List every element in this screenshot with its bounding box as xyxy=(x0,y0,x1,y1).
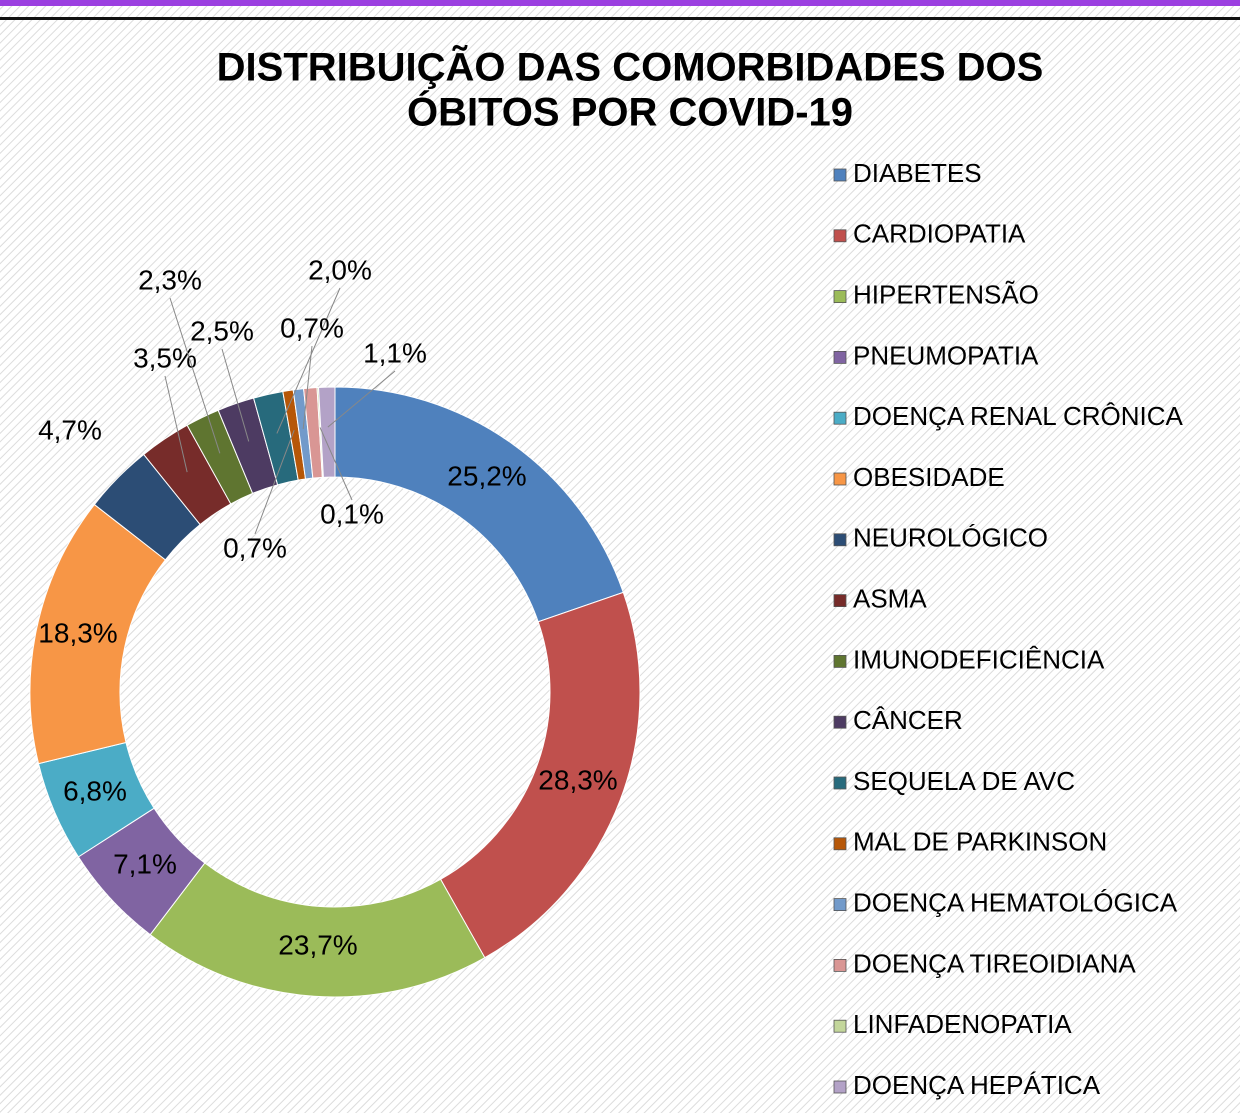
legend-swatch xyxy=(833,411,847,425)
legend-swatch xyxy=(833,715,847,729)
legend-label: IMUNODEFICIÊNCIA xyxy=(853,644,1105,674)
data-label: 28,3% xyxy=(538,764,617,795)
data-label: 25,2% xyxy=(447,460,526,491)
leader-line xyxy=(221,348,250,442)
legend-label: SEQUELA DE AVC xyxy=(853,766,1075,796)
legend-swatch xyxy=(833,594,847,607)
legend-label: DOENÇA HEMATOLÓGICA xyxy=(853,887,1178,917)
leader-line xyxy=(319,427,353,501)
leader-line xyxy=(327,370,396,428)
data-label: 0,1% xyxy=(320,498,384,529)
legend-swatch xyxy=(833,655,847,668)
top-bar xyxy=(0,0,1240,6)
legend-label: DOENÇA HEPÁTICA xyxy=(853,1070,1101,1100)
data-label: 4,7% xyxy=(38,414,102,445)
legend-swatch xyxy=(833,959,847,972)
leader-line xyxy=(302,345,313,429)
leader-line xyxy=(276,287,341,434)
data-label: 2,0% xyxy=(308,254,372,285)
legend-swatch xyxy=(833,837,847,851)
legend-label: OBESIDADE xyxy=(853,462,1005,492)
legend-label: HIPERTENSÃO xyxy=(853,279,1039,309)
legend-swatch xyxy=(833,229,847,243)
legend-label: MAL DE PARKINSON xyxy=(853,827,1107,857)
legend-swatch xyxy=(833,168,847,182)
top-rule xyxy=(0,17,1240,20)
legend-swatch xyxy=(833,350,847,364)
data-label: 3,5% xyxy=(133,342,197,373)
chart-title: ÓBITOS POR COVID-19 xyxy=(407,89,853,135)
data-label: 2,3% xyxy=(138,264,202,295)
leader-line xyxy=(254,429,295,535)
legend-label: CARDIOPATIA xyxy=(853,219,1026,249)
data-label: 1,1% xyxy=(363,337,427,368)
legend-label: DIABETES xyxy=(853,158,982,188)
legend-swatch xyxy=(833,472,847,486)
legend-label: NEUROLÓGICO xyxy=(853,523,1048,553)
legend-swatch xyxy=(833,533,847,547)
legend-label: DOENÇA RENAL CRÔNICA xyxy=(853,401,1184,431)
data-label: 0,7% xyxy=(280,312,344,343)
legend-swatch xyxy=(833,1019,847,1033)
legend-label: PNEUMOPATIA xyxy=(853,340,1039,370)
leader-line xyxy=(164,375,188,473)
donut-slice xyxy=(317,386,336,478)
leader-line xyxy=(169,297,221,454)
data-label: 23,7% xyxy=(278,929,357,960)
data-label: 0,7% xyxy=(223,532,287,563)
donut-slice xyxy=(439,591,641,959)
data-label: 7,1% xyxy=(113,848,177,879)
legend-swatch xyxy=(833,776,847,790)
data-label: 18,3% xyxy=(38,617,117,648)
data-label: 6,8% xyxy=(63,775,127,806)
legend-label: CÂNCER xyxy=(853,705,963,735)
legend-label: DOENÇA TIREOIDIANA xyxy=(853,948,1136,978)
legend-swatch xyxy=(833,1080,847,1094)
legend-swatch xyxy=(833,290,847,304)
data-label: 2,5% xyxy=(190,315,254,346)
chart-title: DISTRIBUIÇÃO DAS COMORBIDADES DOS xyxy=(217,44,1044,90)
legend-swatch xyxy=(833,898,847,911)
legend-label: LINFADENOPATIA xyxy=(853,1009,1072,1039)
legend-label: ASMA xyxy=(853,583,927,613)
